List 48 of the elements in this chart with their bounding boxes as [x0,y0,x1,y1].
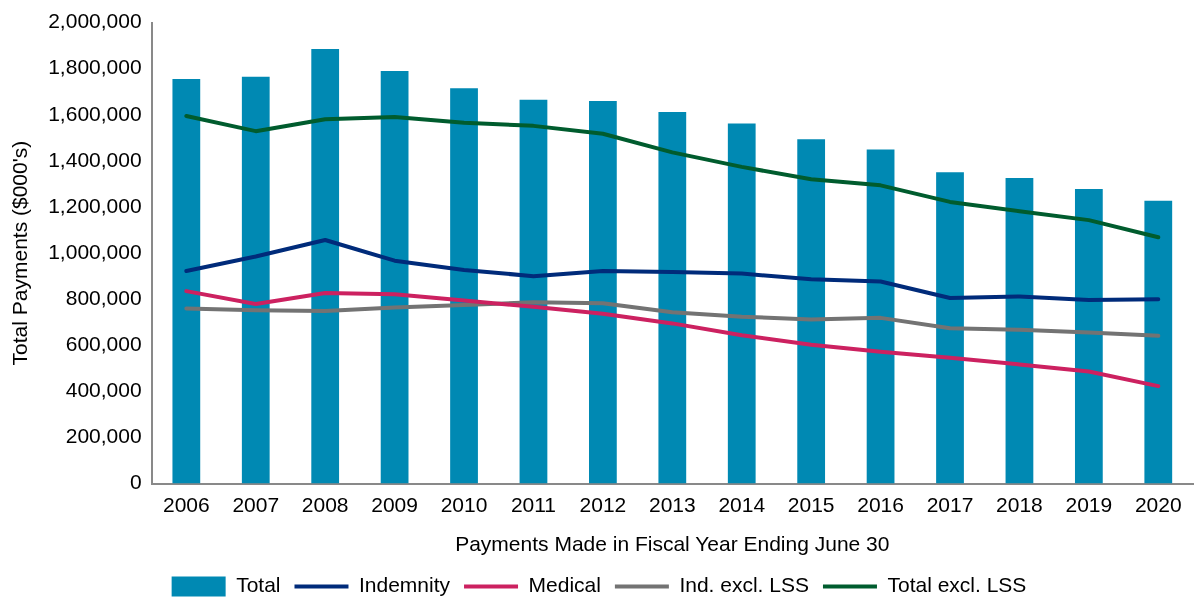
bar [727,123,756,484]
y-axis-title: Total Payments ($000's) [8,140,32,366]
legend-label: Total excl. LSS [887,573,1027,597]
y-tick-label: 200,000 [65,424,142,448]
y-tick-label: 1,400,000 [48,147,142,171]
x-tick-label: 2006 [162,493,210,516]
y-tick-label: 400,000 [65,378,142,402]
bar [519,99,548,484]
bar [658,112,687,484]
bar [797,139,826,484]
y-tick-label: 0 [129,470,142,494]
y-tick-label: 2,000,000 [48,9,142,33]
bar [1005,177,1034,484]
y-tick-label: 1,200,000 [48,193,142,217]
x-tick-label: 2015 [787,493,835,516]
bar [450,88,478,484]
x-tick-label: 2007 [232,493,280,516]
legend-label: Indemnity [358,573,451,597]
x-tick-label: 2012 [579,493,627,516]
x-tick-label: 2019 [1065,493,1113,516]
bar [589,100,617,484]
x-tick-label: 2017 [926,493,974,516]
bar [866,149,895,484]
x-tick-label: 2014 [718,493,766,516]
x-tick-label: 2018 [996,493,1043,516]
x-tick-label: 2020 [1134,493,1182,516]
x-tick-label: 2011 [510,493,557,516]
bar [1074,189,1103,484]
bar [936,172,964,484]
legend-label: Total [236,573,281,597]
y-tick-label: 600,000 [65,332,142,356]
x-tick-label: 2008 [301,493,349,516]
x-tick-label: 2016 [857,493,904,516]
y-tick-label: 1,000,000 [48,239,142,263]
y-tick-label: 1,600,000 [48,101,142,125]
bar [311,49,340,484]
y-tick-label: 800,000 [65,286,142,309]
legend-label: Ind. excl. LSS [679,573,809,597]
x-tick-label: 2013 [648,493,696,516]
x-tick-label: 2009 [371,493,418,516]
bar [172,79,201,484]
x-tick-label: 2010 [440,493,488,516]
bar [380,71,409,484]
y-tick-label: 1,800,000 [48,55,142,79]
legend-label: Medical [528,573,601,597]
bar [1144,200,1173,484]
bar [241,76,270,484]
x-axis-title: Payments Made in Fiscal Year Ending June 30 [455,532,890,556]
